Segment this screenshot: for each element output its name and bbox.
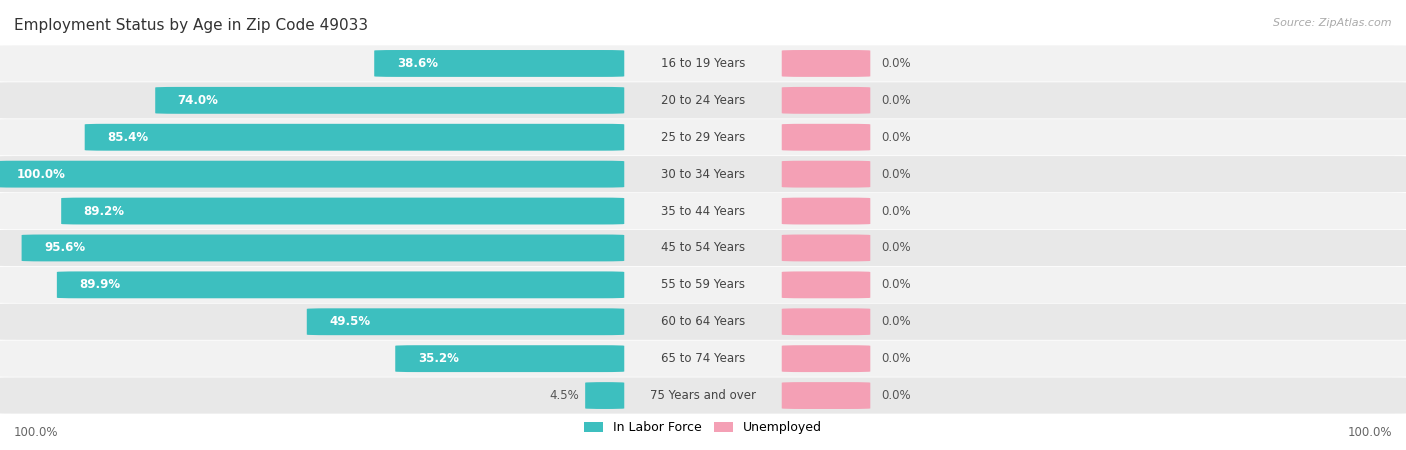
Text: 4.5%: 4.5% [550, 389, 579, 402]
Text: 95.6%: 95.6% [44, 242, 86, 254]
Text: 0.0%: 0.0% [882, 389, 911, 402]
Text: 55 to 59 Years: 55 to 59 Years [661, 279, 745, 291]
FancyBboxPatch shape [782, 308, 870, 335]
FancyBboxPatch shape [782, 50, 870, 77]
Text: Source: ZipAtlas.com: Source: ZipAtlas.com [1274, 18, 1392, 28]
Text: 85.4%: 85.4% [107, 131, 148, 144]
FancyBboxPatch shape [0, 267, 1406, 303]
Text: 60 to 64 Years: 60 to 64 Years [661, 315, 745, 328]
FancyBboxPatch shape [0, 304, 1406, 340]
FancyBboxPatch shape [395, 345, 624, 372]
Text: 100.0%: 100.0% [1347, 426, 1392, 438]
Text: Employment Status by Age in Zip Code 49033: Employment Status by Age in Zip Code 490… [14, 18, 368, 33]
Text: 35 to 44 Years: 35 to 44 Years [661, 205, 745, 217]
FancyBboxPatch shape [62, 198, 624, 225]
Text: 89.9%: 89.9% [79, 279, 121, 291]
Text: 0.0%: 0.0% [882, 279, 911, 291]
Text: 89.2%: 89.2% [84, 205, 125, 217]
FancyBboxPatch shape [782, 382, 870, 409]
FancyBboxPatch shape [0, 119, 1406, 155]
Text: 0.0%: 0.0% [882, 205, 911, 217]
Text: 0.0%: 0.0% [882, 168, 911, 180]
Text: 0.0%: 0.0% [882, 94, 911, 107]
Text: 0.0%: 0.0% [882, 57, 911, 70]
FancyBboxPatch shape [155, 87, 624, 114]
FancyBboxPatch shape [56, 271, 624, 298]
Text: 25 to 29 Years: 25 to 29 Years [661, 131, 745, 144]
FancyBboxPatch shape [782, 345, 870, 372]
Text: 100.0%: 100.0% [17, 168, 66, 180]
Text: 0.0%: 0.0% [882, 315, 911, 328]
Text: 45 to 54 Years: 45 to 54 Years [661, 242, 745, 254]
Text: 75 Years and over: 75 Years and over [650, 389, 756, 402]
FancyBboxPatch shape [782, 234, 870, 261]
FancyBboxPatch shape [0, 230, 1406, 266]
FancyBboxPatch shape [782, 124, 870, 151]
FancyBboxPatch shape [374, 50, 624, 77]
FancyBboxPatch shape [782, 271, 870, 298]
FancyBboxPatch shape [585, 382, 624, 409]
FancyBboxPatch shape [0, 193, 1406, 229]
FancyBboxPatch shape [0, 82, 1406, 118]
Text: 0.0%: 0.0% [882, 242, 911, 254]
Text: 0.0%: 0.0% [882, 352, 911, 365]
FancyBboxPatch shape [782, 87, 870, 114]
Text: 38.6%: 38.6% [396, 57, 437, 70]
FancyBboxPatch shape [782, 161, 870, 188]
FancyBboxPatch shape [84, 124, 624, 151]
Text: 65 to 74 Years: 65 to 74 Years [661, 352, 745, 365]
FancyBboxPatch shape [0, 156, 1406, 192]
Text: 16 to 19 Years: 16 to 19 Years [661, 57, 745, 70]
Text: 0.0%: 0.0% [882, 131, 911, 144]
FancyBboxPatch shape [0, 45, 1406, 81]
FancyBboxPatch shape [782, 198, 870, 225]
Text: 49.5%: 49.5% [329, 315, 370, 328]
Text: 35.2%: 35.2% [418, 352, 458, 365]
FancyBboxPatch shape [0, 378, 1406, 414]
FancyBboxPatch shape [0, 341, 1406, 377]
Text: 74.0%: 74.0% [177, 94, 218, 107]
Text: 30 to 34 Years: 30 to 34 Years [661, 168, 745, 180]
Text: 100.0%: 100.0% [14, 426, 59, 438]
FancyBboxPatch shape [0, 161, 624, 188]
Legend: In Labor Force, Unemployed: In Labor Force, Unemployed [579, 416, 827, 439]
Text: 20 to 24 Years: 20 to 24 Years [661, 94, 745, 107]
FancyBboxPatch shape [21, 234, 624, 261]
FancyBboxPatch shape [307, 308, 624, 335]
